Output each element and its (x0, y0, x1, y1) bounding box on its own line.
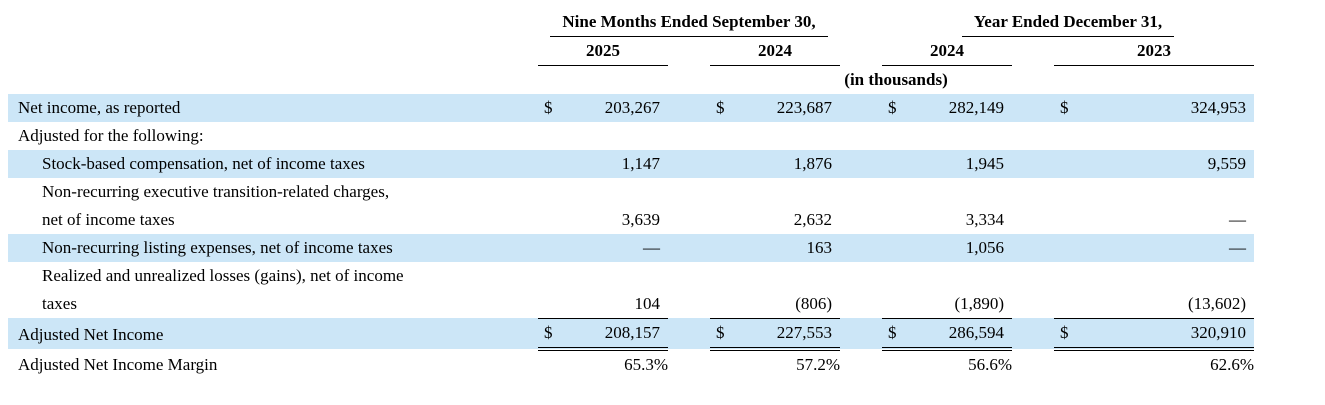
value-cell: — (538, 234, 668, 262)
value: 324,953 (1190, 98, 1247, 117)
value: 62.6% (1210, 354, 1255, 374)
col-group-label: Nine Months Ended September 30, (550, 8, 828, 37)
value-cell: $227,553 (710, 318, 841, 351)
year-header-2025: 2025 (538, 37, 668, 66)
table-row-adjusted-net-income: Adjusted Net Income $208,157 $227,553 $2… (8, 318, 1255, 351)
value-cell: 3,639 (538, 178, 668, 234)
adjusted-net-income-table: Nine Months Ended September 30, Year End… (8, 8, 1255, 379)
value: 1,876 (793, 154, 833, 173)
value: 3,639 (621, 210, 660, 229)
value: 1,945 (965, 154, 1005, 173)
table-row-adjusted-for-following: Adjusted for the following: (8, 122, 1254, 150)
value-cell: 163 (710, 234, 840, 262)
col-group-year-ended: Year Ended December 31, (882, 8, 1254, 37)
value-cell: (13,602) (1054, 262, 1255, 319)
value-cell: 2,632 (710, 178, 840, 234)
currency-symbol: $ (888, 322, 897, 342)
value-cell: $223,687 (710, 94, 840, 122)
col-group-nine-months: Nine Months Ended September 30, (538, 8, 840, 37)
value: 227,553 (776, 322, 833, 342)
currency-symbol: $ (544, 98, 553, 117)
value-cell: 57.2% (710, 349, 840, 379)
table-row-realized-unrealized-losses: Realized and unrealized losses (gains), … (8, 262, 1255, 319)
value: 104 (634, 293, 661, 313)
value: 286,594 (948, 322, 1005, 342)
value-cell: 3,334 (882, 178, 1012, 234)
value: — (1229, 210, 1247, 229)
value-cell: $320,910 (1054, 318, 1255, 351)
table-row-adjusted-net-income-margin: Adjusted Net Income Margin 65.3% 57.2% 5… (8, 349, 1254, 379)
col-group-label: Year Ended December 31, (961, 8, 1175, 37)
value: 320,910 (1190, 322, 1247, 342)
row-label: Non-recurring listing expenses, net of i… (42, 238, 393, 257)
currency-symbol: $ (1060, 98, 1069, 117)
value: 1,056 (965, 238, 1005, 257)
row-label: Realized and unrealized losses (gains), … (42, 266, 404, 313)
year-header-2024-nine-months: 2024 (710, 37, 841, 66)
table-row-net-income-reported: Net income, as reported $203,267 $223,68… (8, 94, 1255, 122)
value-cell: — (1054, 234, 1254, 262)
row-label: Net income, as reported (18, 98, 181, 117)
value: 2,632 (793, 210, 833, 229)
row-label: Adjusted Net Income Margin (18, 354, 218, 374)
value-cell: (1,890) (882, 262, 1013, 319)
period-group-header-row: Nine Months Ended September 30, Year End… (8, 8, 1254, 37)
value: (1,890) (954, 293, 1005, 313)
units-note: (in thousands) (844, 70, 948, 89)
value: 9,559 (1207, 154, 1247, 173)
value: — (643, 238, 660, 257)
currency-symbol: $ (544, 322, 553, 342)
value: 163 (806, 238, 833, 257)
value-cell: $208,157 (538, 318, 668, 351)
year-header-2024-full-year: 2024 (882, 37, 1013, 66)
table-row-executive-transition-charges: Non-recurring executive transition-relat… (8, 178, 1254, 234)
value: (13,602) (1187, 293, 1247, 313)
value-cell: (806) (710, 262, 841, 319)
value-cell: 104 (538, 262, 668, 319)
value: 208,157 (604, 322, 660, 342)
units-row: (in thousands) (8, 66, 1254, 95)
currency-symbol: $ (1060, 322, 1069, 342)
value-cell: 65.3% (538, 349, 668, 379)
value-cell: 1,147 (538, 150, 668, 178)
value-cell: $286,594 (882, 318, 1013, 351)
year-header-2023: 2023 (1054, 37, 1255, 66)
value: 3,334 (965, 210, 1005, 229)
value: 282,149 (948, 98, 1005, 117)
value-cell: 1,945 (882, 150, 1012, 178)
value: 203,267 (604, 98, 660, 117)
currency-symbol: $ (716, 322, 725, 342)
value: 56.6% (968, 354, 1013, 374)
value-cell: $203,267 (538, 94, 668, 122)
value-cell: 1,876 (710, 150, 840, 178)
currency-symbol: $ (888, 98, 897, 117)
row-label: Adjusted for the following: (18, 126, 204, 145)
value-cell: $324,953 (1054, 94, 1254, 122)
row-label: Adjusted Net Income (18, 324, 164, 344)
value: 65.3% (624, 354, 668, 374)
table-row-listing-expenses: Non-recurring listing expenses, net of i… (8, 234, 1255, 262)
value-cell: — (1054, 178, 1254, 234)
table-row-stock-based-compensation: Stock-based compensation, net of income … (8, 150, 1255, 178)
row-label: Non-recurring executive transition-relat… (42, 182, 390, 229)
currency-symbol: $ (716, 98, 725, 117)
value-cell: 62.6% (1054, 349, 1254, 379)
value-cell: 9,559 (1054, 150, 1254, 178)
value-cell: 1,056 (882, 234, 1012, 262)
year-header-row: 2025 2024 2024 2023 (8, 37, 1255, 66)
value: 223,687 (776, 98, 833, 117)
value-cell: $282,149 (882, 94, 1012, 122)
row-label: Stock-based compensation, net of income … (42, 154, 365, 173)
value: 57.2% (796, 354, 841, 374)
value: (806) (795, 293, 833, 313)
value-cell: 56.6% (882, 349, 1012, 379)
value: 1,147 (621, 154, 660, 173)
value: — (1229, 238, 1247, 257)
